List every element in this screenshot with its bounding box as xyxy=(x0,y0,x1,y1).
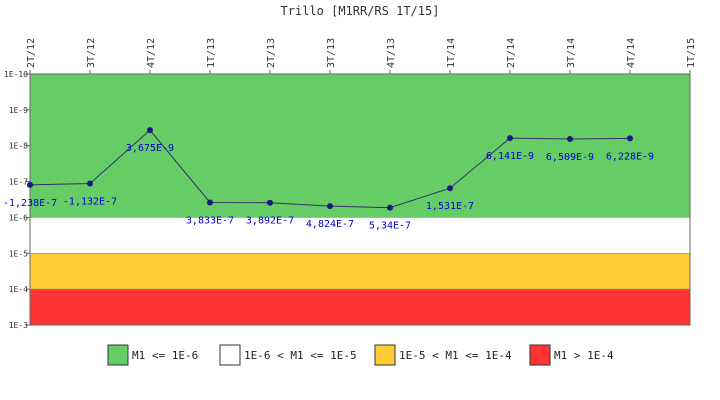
y-tick-label: 1E-6 xyxy=(9,213,28,222)
y-tick-label: 1E-4 xyxy=(9,285,28,294)
y-tick-label: 1E-3 xyxy=(9,321,28,330)
legend-label: M1 > 1E-4 xyxy=(554,349,614,362)
y-tick-label: 1E-9 xyxy=(9,106,28,115)
plot-area xyxy=(29,73,691,326)
data-point xyxy=(567,136,573,143)
data-label: 1,531E-7 xyxy=(426,201,474,212)
legend-label: 1E-5 < M1 <= 1E-4 xyxy=(399,349,512,362)
legend-swatch xyxy=(374,344,396,366)
legend-swatch xyxy=(107,344,129,366)
x-tick-label: 2T/14 xyxy=(506,38,517,68)
band-3 xyxy=(29,288,691,326)
legend: M1 <= 1E-6 1E-6 < M1 <= 1E-5 1E-5 < M1 <= … xyxy=(107,344,614,366)
legend-swatch xyxy=(529,344,551,366)
data-label: 5,34E-7 xyxy=(369,221,411,232)
band-2 xyxy=(29,253,691,290)
data-label: -1,238E-7 xyxy=(3,198,57,209)
data-point xyxy=(207,199,213,206)
x-tick-label: 4T/13 xyxy=(386,38,397,68)
data-point xyxy=(147,127,153,134)
legend-label: M1 <= 1E-6 xyxy=(132,349,198,362)
x-tick-label: 2T/12 xyxy=(26,38,37,68)
y-axis: 1E-10 1E-9 1E-8 1E-7 1E-6 1E-5 1E-4 1E-3 xyxy=(4,70,30,330)
data-label: 6,141E-9 xyxy=(486,151,534,162)
x-tick-label: 4T/12 xyxy=(146,38,157,68)
data-label: 3,833E-7 xyxy=(186,215,234,226)
data-point xyxy=(327,203,333,210)
y-tick-label: 1E-10 xyxy=(4,70,28,79)
x-tick-label: 1T/14 xyxy=(446,38,457,68)
legend-label: 1E-6 < M1 <= 1E-5 xyxy=(244,349,357,362)
data-label: 6,509E-9 xyxy=(546,152,594,163)
data-label: 6,228E-9 xyxy=(606,151,654,162)
x-tick-label: 1T/15 xyxy=(686,38,697,68)
data-label: -1,132E-7 xyxy=(63,197,117,208)
x-tick-label: 3T/13 xyxy=(326,38,337,68)
data-point xyxy=(507,135,513,142)
series-points xyxy=(27,127,633,211)
band-1 xyxy=(29,217,691,254)
data-point xyxy=(87,180,93,187)
data-label: 3,675E-9 xyxy=(126,143,174,154)
x-tick-label: 4T/14 xyxy=(626,38,637,68)
risk-bands xyxy=(29,73,691,326)
y-tick-label: 1E-8 xyxy=(9,142,28,151)
band-0 xyxy=(29,73,691,218)
y-tick-label: 1E-5 xyxy=(9,249,28,258)
x-tick-label: 2T/13 xyxy=(266,38,277,68)
x-tick-label: 3T/14 xyxy=(566,38,577,68)
x-axis: 2T/12 3T/12 4T/12 1T/13 2T/13 3T/13 4T/13 1T/14… xyxy=(26,38,697,74)
data-labels: -1,238E-7 -1,132E-7 3,675E-9 3,833E-7 3,892E… xyxy=(3,143,654,232)
x-tick-label: 1T/13 xyxy=(206,38,217,68)
data-label: 3,892E-7 xyxy=(246,216,294,227)
data-point xyxy=(627,135,633,142)
chart-title: Trillo [M1RR/RS 1T/15] xyxy=(281,4,440,18)
legend-swatch xyxy=(219,344,241,366)
y-tick-label: 1E-7 xyxy=(9,178,28,187)
x-tick-label: 3T/12 xyxy=(86,38,97,68)
data-label: 4,824E-7 xyxy=(306,219,354,230)
data-point xyxy=(27,181,33,188)
data-point xyxy=(387,204,393,211)
data-point xyxy=(267,199,273,206)
data-point xyxy=(447,185,453,192)
